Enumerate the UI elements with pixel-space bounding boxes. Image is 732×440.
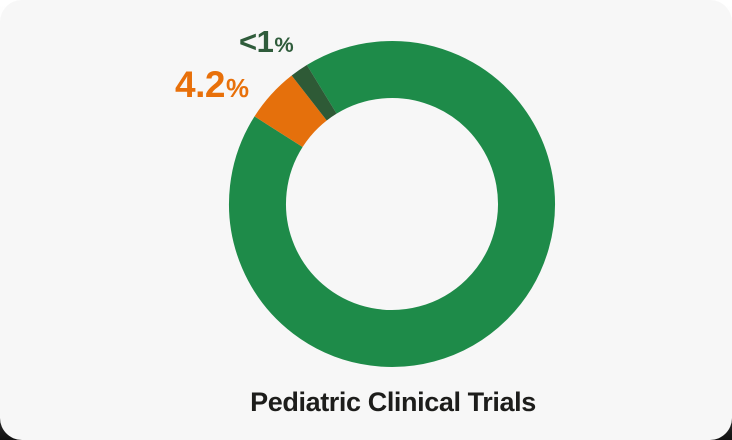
donut-segment-orange-4-2-percent [254,75,328,148]
label-lt1-percent-sign: % [274,32,294,57]
label-lt1-value: <1 [239,24,274,59]
label-lt1-percent: <1% [239,24,294,59]
label-4-2-percent-sign: % [225,75,249,103]
donut-segment-dark-green-lt-1-percent [291,65,337,121]
label-4-2-percent: 4.2% [175,64,249,105]
donut-segment-remainder [229,41,555,367]
label-4-2-value: 4.2 [175,64,225,105]
chart-title: Pediatric Clinical Trials [250,387,536,417]
